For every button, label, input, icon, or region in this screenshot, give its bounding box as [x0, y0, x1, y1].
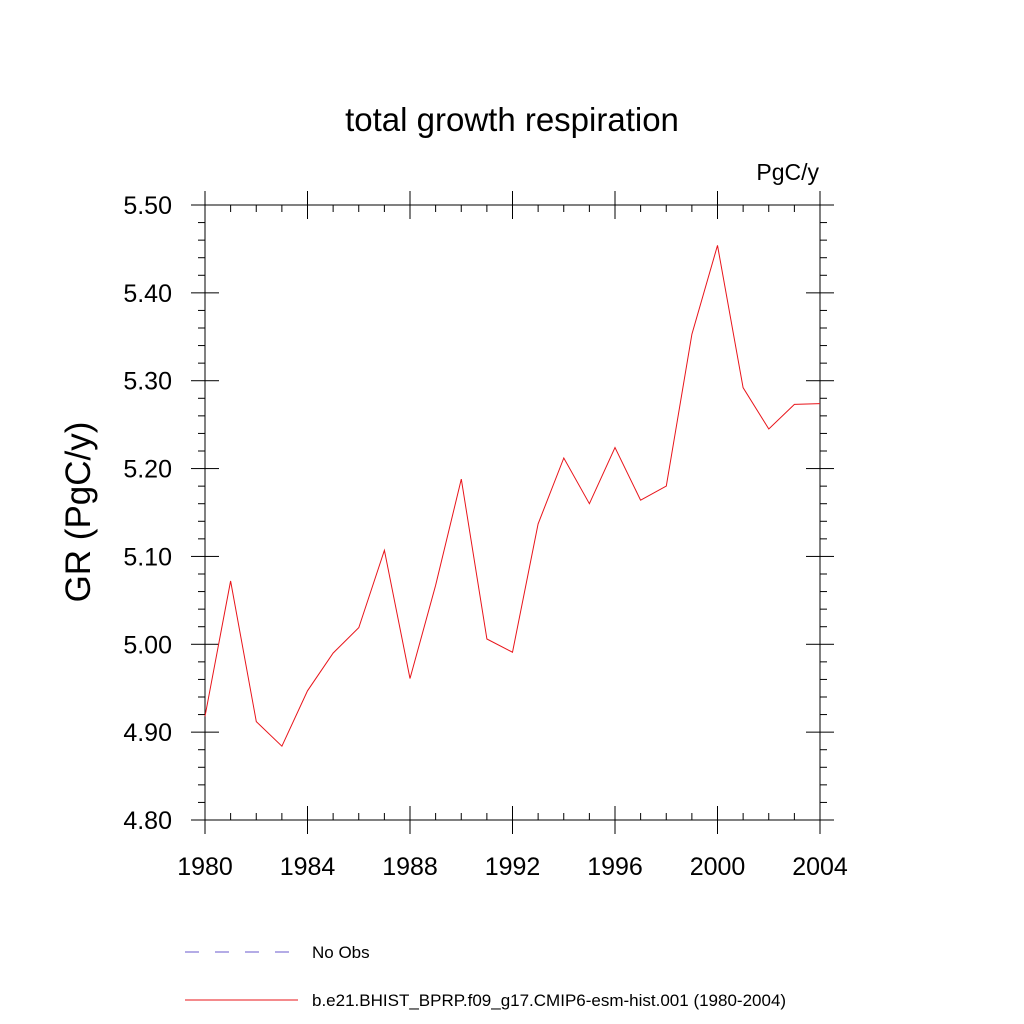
x-tick-label: 1980: [177, 853, 233, 881]
series-layer: [204, 245, 821, 748]
y-tick-label: 5.40: [123, 280, 172, 308]
y-axis-label: GR (PgC/y): [59, 422, 98, 603]
minor-ticks: [198, 205, 827, 820]
x-tick-label: 2000: [690, 853, 746, 881]
y-tick-label: 5.30: [123, 368, 172, 396]
y-tick-label: 5.10: [123, 543, 172, 571]
chart-title: total growth respiration: [345, 101, 679, 138]
plot-frame: [204, 204, 821, 821]
y-tick-label: 4.90: [123, 719, 172, 747]
x-tick-label: 1984: [280, 853, 336, 881]
x-tick-labels: 1980 1984 1988 1992 1996 2000 2004: [177, 853, 848, 881]
series-line-1: [204, 245, 821, 748]
y-tick-label: 5.00: [123, 631, 172, 659]
major-ticks: [191, 191, 834, 834]
x-tick-label: 2004: [792, 853, 848, 881]
x-tick-label: 1988: [382, 853, 438, 881]
legend-label: b.e21.BHIST_BPRP.f09_g17.CMIP6-esm-hist.…: [312, 991, 786, 1010]
y-tick-label: 5.50: [123, 192, 172, 220]
legend: No Obs b.e21.BHIST_BPRP.f09_g17.CMIP6-esm…: [185, 943, 786, 1010]
y-tick-label: 4.80: [123, 807, 172, 835]
x-tick-label: 1996: [587, 853, 643, 881]
y-tick-labels: 4.80 4.90 5.00 5.10 5.20 5.30 5.40 5.50: [123, 192, 172, 835]
x-tick-label: 1992: [485, 853, 541, 881]
units-label: PgC/y: [756, 159, 819, 185]
legend-label: No Obs: [312, 943, 370, 962]
y-tick-label: 5.20: [123, 456, 172, 484]
